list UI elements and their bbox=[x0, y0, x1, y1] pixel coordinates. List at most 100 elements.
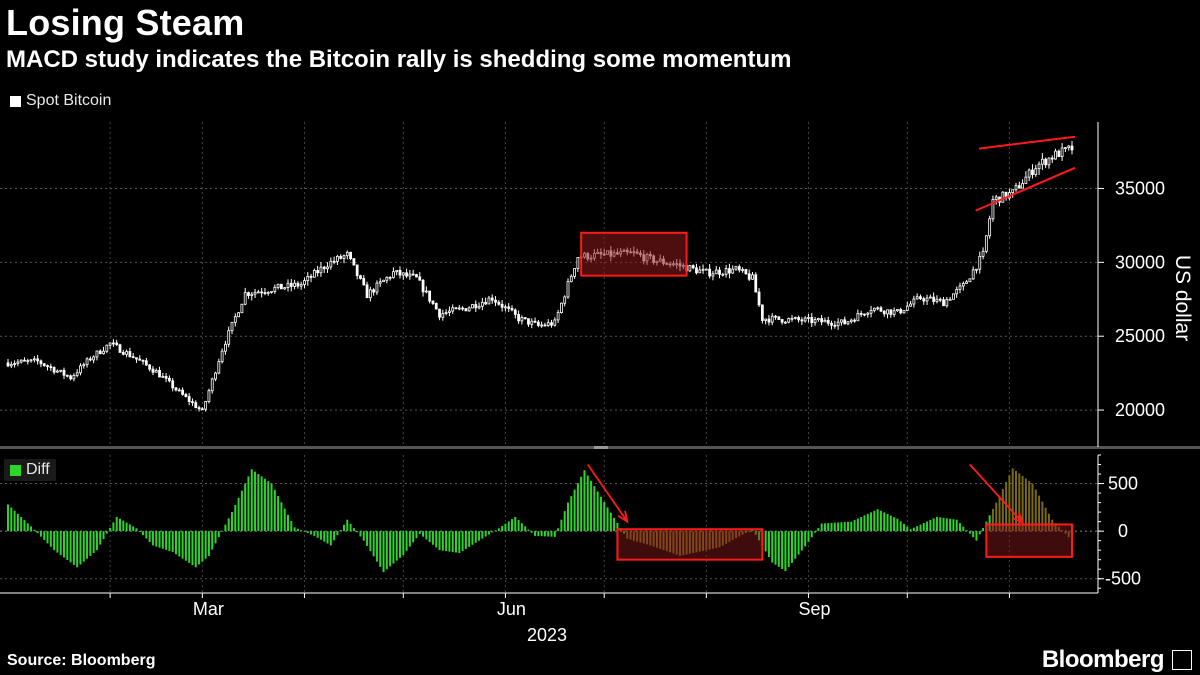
macd-bar bbox=[122, 520, 125, 532]
price-candle-body bbox=[698, 269, 702, 274]
macd-bar bbox=[738, 531, 741, 537]
price-candle-body bbox=[13, 363, 16, 365]
macd-bar bbox=[92, 531, 95, 554]
macd-bar bbox=[316, 531, 319, 538]
macd-bar bbox=[833, 522, 836, 532]
price-candle-body bbox=[1047, 157, 1051, 166]
macd-bar bbox=[204, 531, 207, 559]
macd-bar bbox=[507, 521, 510, 532]
price-candle-body bbox=[250, 293, 254, 296]
macd-y-tick-label: 500 bbox=[1108, 474, 1138, 494]
price-candle-body bbox=[392, 271, 395, 278]
price-candle-body bbox=[382, 279, 385, 283]
macd-bar bbox=[646, 531, 649, 545]
price-candle-body bbox=[418, 276, 422, 281]
price-candle-body bbox=[434, 303, 438, 310]
macd-bar bbox=[563, 511, 566, 532]
macd-bar bbox=[731, 531, 734, 541]
price-candle-body bbox=[840, 319, 843, 323]
macd-bar bbox=[728, 531, 731, 542]
macd-bar bbox=[856, 518, 859, 532]
macd-bar bbox=[145, 531, 148, 539]
macd-bar bbox=[909, 529, 912, 532]
macd-bar bbox=[975, 531, 978, 541]
macd-bar bbox=[438, 531, 441, 551]
macd-bar bbox=[395, 531, 398, 561]
price-candle-body bbox=[316, 270, 320, 274]
macd-bar bbox=[876, 509, 879, 532]
price-candle-body bbox=[431, 300, 435, 304]
macd-bar bbox=[33, 529, 36, 532]
price-candle-body bbox=[751, 274, 754, 280]
macd-bar bbox=[1044, 507, 1047, 532]
macd-bar bbox=[484, 531, 487, 537]
momentum-arrow-head bbox=[1012, 511, 1025, 525]
price-candle-body bbox=[494, 299, 497, 303]
price-candle-body bbox=[72, 374, 76, 380]
price-candle-body bbox=[991, 199, 995, 220]
macd-bar bbox=[949, 518, 952, 532]
macd-bar bbox=[860, 516, 863, 532]
price-candle-body bbox=[823, 319, 827, 323]
price-candle-body bbox=[151, 368, 155, 373]
price-candle-body bbox=[378, 281, 382, 284]
macd-bar bbox=[1047, 513, 1050, 532]
price-candle-body bbox=[846, 321, 850, 325]
panel-divider-grip bbox=[594, 446, 608, 449]
macd-bar bbox=[181, 531, 184, 559]
price-candle-body bbox=[438, 308, 441, 318]
x-tick-label: Jun bbox=[497, 599, 526, 619]
macd-bar bbox=[988, 515, 991, 532]
macd-bar bbox=[445, 531, 448, 552]
price-candle-body bbox=[1070, 145, 1074, 151]
price-candle-body bbox=[164, 376, 168, 379]
price-candle-body bbox=[793, 317, 797, 319]
macd-bar bbox=[698, 531, 701, 552]
macd-bar bbox=[715, 531, 718, 549]
macd-bar bbox=[524, 526, 527, 532]
macd-bar bbox=[168, 531, 171, 551]
price-candle-body bbox=[1050, 157, 1054, 160]
price-candle-body bbox=[158, 369, 161, 378]
price-candle-body bbox=[428, 290, 432, 302]
price-candle-body bbox=[421, 279, 425, 293]
macd-bar bbox=[102, 531, 105, 540]
price-candle-body bbox=[26, 360, 30, 363]
macd-bar bbox=[481, 531, 484, 539]
price-candle-body bbox=[138, 358, 142, 361]
macd-bar bbox=[20, 516, 23, 532]
price-candle-body bbox=[1021, 183, 1024, 189]
price-candle-body bbox=[448, 310, 451, 313]
macd-bar bbox=[356, 531, 359, 533]
price-candle-body bbox=[65, 374, 69, 377]
price-candle-body bbox=[148, 364, 152, 370]
price-candle-body bbox=[919, 296, 922, 300]
price-candle-body bbox=[128, 351, 132, 358]
macd-bar bbox=[527, 529, 530, 532]
price-candle-body bbox=[444, 312, 448, 314]
price-candle-body bbox=[299, 284, 303, 287]
macd-bar bbox=[873, 510, 876, 532]
macd-bar bbox=[257, 474, 260, 532]
price-candle-body bbox=[807, 317, 810, 319]
price-candle-body bbox=[108, 342, 112, 346]
source-note: Source: Bloomberg bbox=[7, 652, 156, 669]
price-candle-body bbox=[863, 313, 866, 316]
macd-bar bbox=[692, 531, 695, 554]
macd-bar bbox=[590, 480, 593, 532]
price-candle-body bbox=[260, 291, 264, 294]
price-candle-body bbox=[88, 358, 92, 361]
macd-bar bbox=[458, 531, 461, 554]
macd-bar bbox=[840, 522, 843, 532]
price-candle-body bbox=[556, 312, 560, 321]
price-candle-body bbox=[197, 407, 201, 410]
macd-bar bbox=[214, 531, 217, 544]
macd-bar bbox=[504, 523, 507, 532]
price-candle-body bbox=[892, 310, 896, 315]
price-candle-body bbox=[141, 359, 145, 362]
macd-bar bbox=[69, 531, 72, 563]
macd-bar bbox=[896, 518, 899, 532]
price-candle-body bbox=[312, 270, 316, 278]
price-candle-body bbox=[569, 275, 573, 283]
price-candle-body bbox=[19, 359, 23, 363]
